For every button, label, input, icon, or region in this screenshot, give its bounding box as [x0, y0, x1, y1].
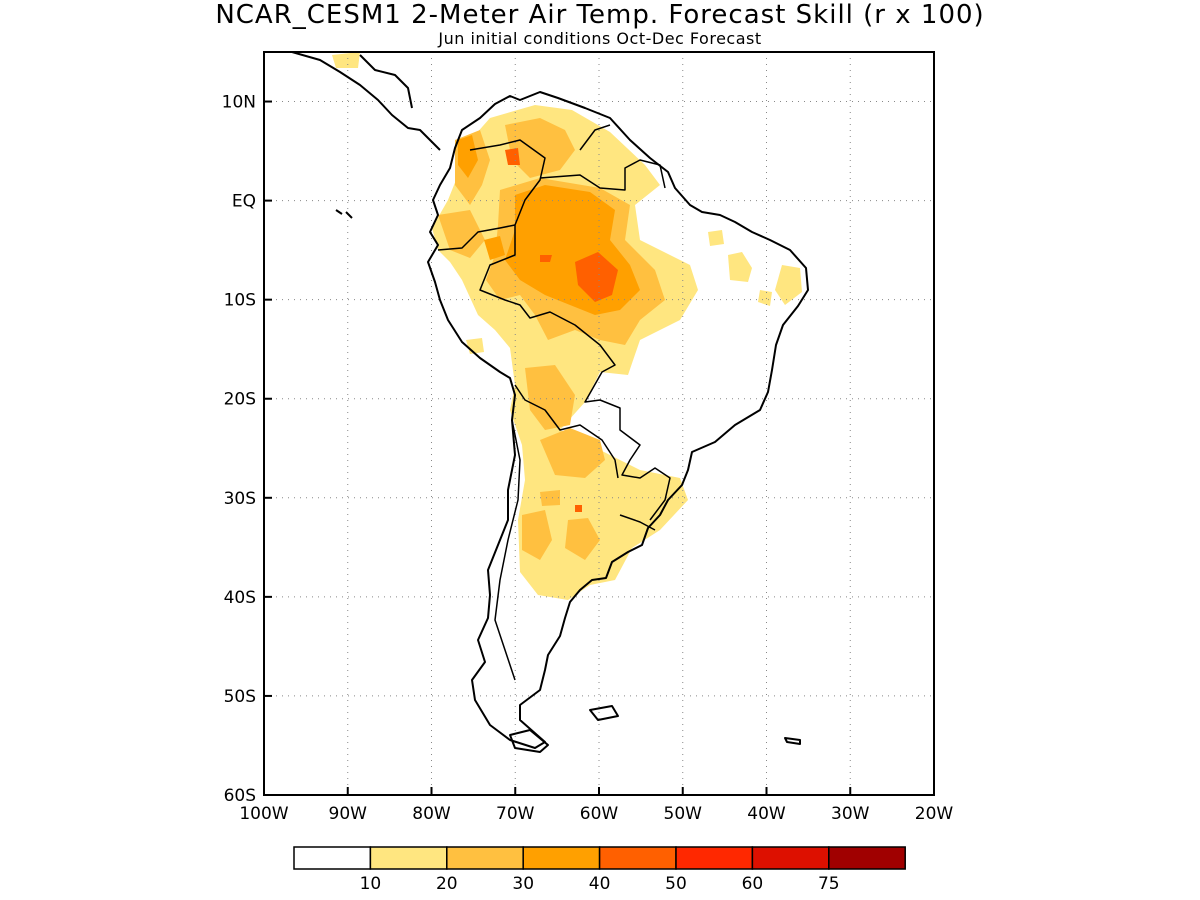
- skill-region-40-50: [540, 255, 552, 262]
- colorbar-swatch: [522, 846, 601, 870]
- lat-tick-label: 40S: [224, 588, 256, 608]
- lat-tick-label: EQ: [232, 192, 256, 212]
- skill-region-40-50: [505, 148, 520, 165]
- skill-region-40-50: [575, 252, 618, 302]
- lon-tick-label: 80W: [412, 804, 451, 824]
- skill-region-20-30: [540, 428, 605, 478]
- skill-region-40-50: [575, 505, 582, 512]
- skill-region-20-30: [522, 510, 552, 560]
- country-border: [579, 124, 611, 151]
- country-border: [469, 139, 671, 521]
- colorbar-label: 75: [818, 874, 840, 894]
- lon-tick-label: 20W: [915, 804, 954, 824]
- colorbar: 10 20 30 40 50 60 75: [293, 846, 906, 894]
- skill-region-20-30: [565, 518, 600, 560]
- skill-region-10-20: [708, 230, 724, 246]
- south-georgia: [784, 737, 801, 745]
- lat-tick-label: 50S: [224, 687, 256, 707]
- lat-tick-label: 10S: [224, 291, 256, 311]
- colorbar-label: 40: [589, 874, 611, 894]
- lon-tick-label: 60W: [580, 804, 619, 824]
- map-title: NCAR_CESM1 2-Meter Air Temp. Forecast Sk…: [215, 0, 985, 30]
- colorbar-label: 50: [665, 874, 687, 894]
- lat-tick-label: 30S: [224, 489, 256, 509]
- lat-tick-label: 60S: [224, 786, 256, 806]
- country-border: [619, 514, 656, 531]
- country-border: [539, 159, 666, 191]
- skill-region-30-40: [484, 236, 505, 260]
- colorbar-label: 60: [742, 874, 764, 894]
- lat-tick-label: 10N: [222, 93, 256, 113]
- skill-region-10-20: [466, 338, 484, 354]
- colorbar-swatch: [369, 846, 448, 870]
- country-border: [494, 419, 521, 681]
- lon-tick-label: 30W: [831, 804, 870, 824]
- colorbar-swatch: [598, 846, 677, 870]
- map-frame: [263, 51, 935, 796]
- tierra-del-fuego: [509, 729, 549, 753]
- skill-shading: [332, 52, 802, 600]
- galapagos-islands: [335, 209, 353, 219]
- colorbar-swatch: [828, 846, 906, 870]
- lat-tick-label: 20S: [224, 390, 256, 410]
- colorbar-swatch: [751, 846, 830, 870]
- colorbar-swatch: [446, 846, 524, 870]
- skill-region-20-30: [525, 365, 575, 430]
- skill-region-10-20: [332, 52, 360, 68]
- skill-region-20-30: [505, 118, 575, 178]
- country-border: [437, 224, 516, 251]
- skill-region-20-30: [540, 490, 560, 506]
- colorbar-label: 20: [436, 874, 458, 894]
- falkland-islands: [589, 705, 619, 721]
- south-america-coastline: [427, 91, 809, 749]
- map-subtitle: Jun initial conditions Oct-Dec Forecast: [438, 29, 762, 48]
- colorbar-label: 10: [360, 874, 382, 894]
- colorbar-swatch: [293, 846, 372, 870]
- country-border: [514, 384, 619, 479]
- country-borders: [437, 124, 671, 681]
- map-grid: [263, 52, 935, 796]
- lon-tick-label: 70W: [496, 804, 535, 824]
- skill-region-20-30: [438, 210, 485, 258]
- coastlines: [291, 52, 809, 753]
- skill-region-10-20: [775, 265, 802, 305]
- lon-tick-label: 40W: [747, 804, 786, 824]
- lon-tick-label: 50W: [664, 804, 703, 824]
- longitude-labels: 100W 90W 80W 70W 60W 50W 40W 30W 20W: [239, 804, 953, 824]
- skill-region-30-40: [458, 135, 478, 178]
- skill-region-10-20: [758, 290, 772, 306]
- colorbar-swatch: [675, 846, 754, 870]
- lon-tick-label: 90W: [329, 804, 368, 824]
- central-america-coastline: [359, 54, 413, 109]
- latitude-labels: 10N EQ 10S 20S 30S 40S 50S 60S: [222, 93, 256, 806]
- skill-region-10-20: [728, 252, 752, 282]
- colorbar-label: 30: [512, 874, 534, 894]
- lon-tick-label: 100W: [239, 804, 288, 824]
- central-america-coastline: [291, 52, 441, 151]
